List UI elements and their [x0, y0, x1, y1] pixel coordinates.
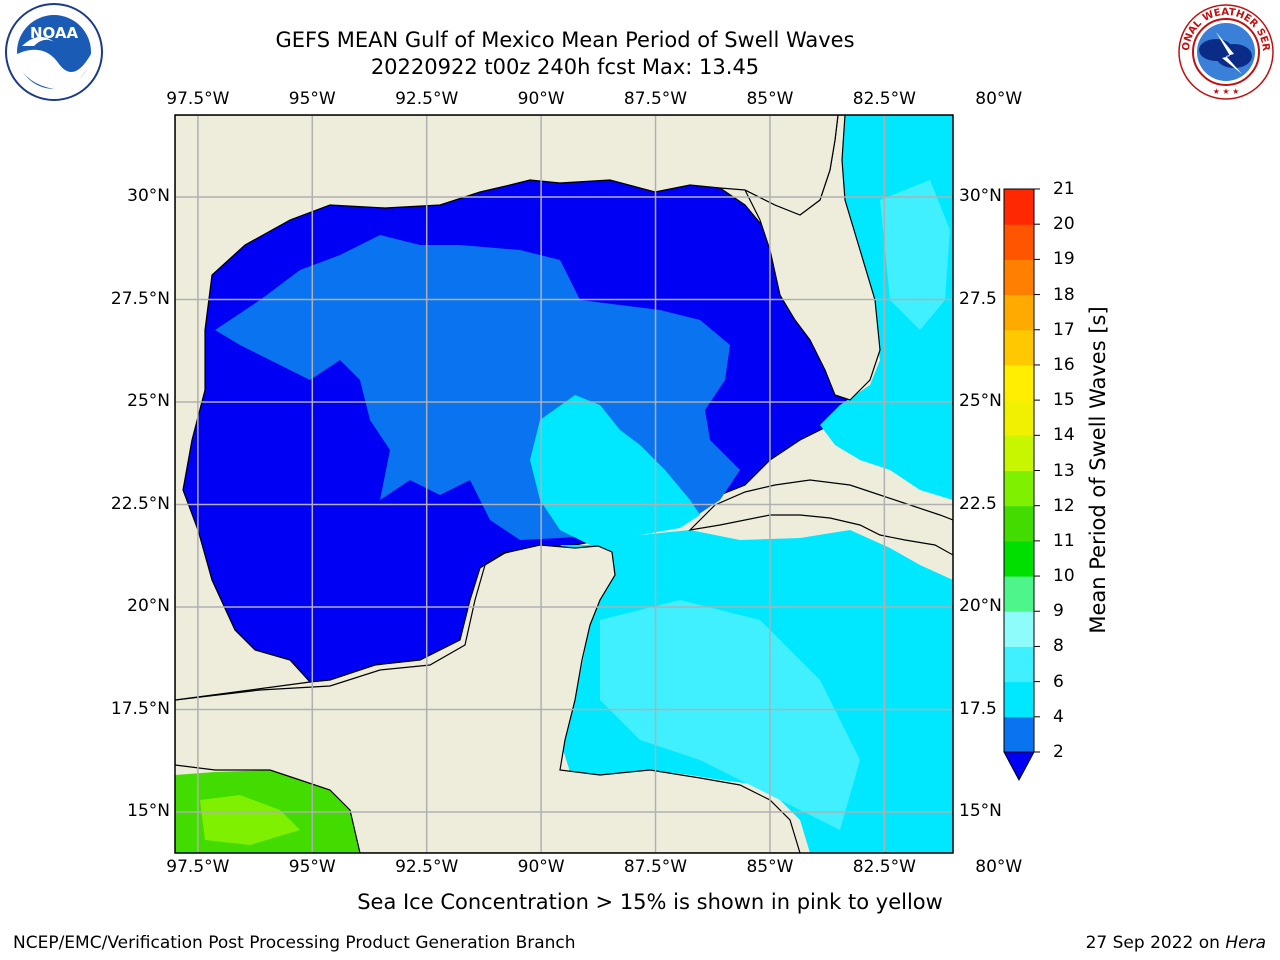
latitude-label: 17.5 [959, 698, 997, 719]
latitude-label: 20°N [959, 596, 1002, 616]
colorbar-segment [1004, 329, 1034, 366]
caribbean-light-cyan-patch [600, 600, 860, 830]
pacific-yellow-green-patch [200, 795, 300, 845]
colorbar-segment [1004, 540, 1034, 577]
latitude-label: 30°N [127, 186, 170, 206]
us-gulf-coast [175, 115, 839, 701]
colorbar-tick-label: 21 [1053, 179, 1075, 199]
footer-credit: NCEP/EMC/Verification Post Processing Pr… [13, 933, 576, 953]
colorbar-tick-label: 15 [1053, 390, 1075, 411]
latitude-label: 25°N [127, 391, 170, 411]
colorbar-tick-label: 16 [1053, 354, 1075, 375]
latitude-label: 22.5 [959, 493, 997, 514]
atlantic-light-cyan-patch [880, 180, 950, 330]
noaa-logo-text: NOAA [30, 24, 79, 42]
colorbar-tick-label: 20 [1053, 214, 1075, 235]
latitude-label: 20°N [127, 596, 170, 616]
gridlines [175, 115, 953, 853]
colorbar-tick-label: 13 [1053, 460, 1075, 481]
colorbar-segment [1004, 364, 1034, 401]
colorbar-segment [1004, 646, 1034, 683]
colorbar-segment [1004, 189, 1034, 225]
colorbar-segment [1004, 576, 1034, 612]
colorbar-tick-label: 10 [1053, 566, 1075, 587]
colorbar-extend-min [1003, 751, 1035, 782]
sea-ice-note: Sea Ice Concentration > 15% is shown in … [357, 890, 943, 914]
longitude-label: 87.5°W [623, 89, 688, 109]
colorbar-tick-label: 18 [1053, 284, 1075, 305]
footer-machine: Hera [1225, 933, 1266, 953]
latitude-label: 15°N [959, 801, 1002, 821]
latitude-label: 17.5°N [110, 698, 170, 719]
longitude-label: 80°W [975, 89, 1023, 109]
longitude-label: 80°W [975, 857, 1023, 877]
colorbar-tick-label: 11 [1053, 530, 1075, 551]
colorbar-segment [1004, 400, 1034, 436]
colorbar-tick-label: 6 [1053, 671, 1064, 692]
longitude-label: 95°W [288, 89, 336, 109]
noaa-logo-icon: NOAA [4, 2, 104, 106]
colorbar [1003, 188, 1040, 782]
longitude-label: 82.5°W [852, 89, 916, 109]
colorbar-segment [1004, 259, 1034, 296]
longitude-label: 85°W [746, 857, 794, 877]
latitude-label: 15°N [127, 801, 170, 821]
colorbar-segment [1004, 224, 1034, 260]
longitude-label: 92.5°W [395, 89, 459, 109]
longitude-label: 87.5°W [623, 857, 688, 877]
colorbar-tick-label: 12 [1053, 495, 1075, 516]
colorbar-tick-label: 2 [1053, 742, 1064, 762]
latitude-label: 30°N [959, 186, 1002, 206]
national-weather-service-logo-icon: NATIONAL WEATHER SERVICE ★ ★ ★ [1172, 0, 1276, 106]
colorbar-segment [1004, 505, 1034, 542]
longitude-label: 90°W [517, 89, 565, 109]
latitude-label: 27.5°N [110, 288, 170, 309]
colorbar-label: Mean Period of Swell Waves [s] [1086, 306, 1110, 634]
longitude-label: 97.5°W [166, 89, 230, 109]
colorbar-tick-label: 4 [1053, 706, 1064, 727]
longitude-label: 97.5°W [166, 857, 230, 877]
chart-title: GEFS MEAN Gulf of Mexico Mean Period of … [275, 28, 855, 52]
longitude-label: 82.5°W [852, 857, 916, 877]
latitude-label: 25°N [959, 391, 1002, 411]
longitude-label: 92.5°W [395, 857, 459, 877]
colorbar-tick-label: 14 [1053, 425, 1075, 446]
colorbar-segment [1004, 681, 1034, 718]
yucatan-peninsula [175, 544, 801, 853]
latitude-label: 22.5°N [110, 493, 170, 514]
colorbar-segment [1004, 470, 1034, 507]
longitude-label: 95°W [288, 857, 336, 877]
colorbar-tick-label: 17 [1053, 319, 1075, 340]
colorbar-tick-label: 19 [1053, 249, 1075, 270]
colorbar-segment [1004, 716, 1034, 753]
colorbar-tick-label: 8 [1053, 636, 1064, 657]
cuba-island [688, 479, 953, 556]
footer-date-text: 27 Sep 2022 on [1085, 933, 1226, 953]
colorbar-segment [1004, 294, 1034, 331]
colorbar-tick-label: 9 [1053, 601, 1064, 622]
colorbar-segment [1004, 611, 1034, 647]
map-frame [174, 114, 954, 854]
chart-subtitle: 20220922 t00z 240h fcst Max: 13.45 [370, 55, 760, 79]
longitude-label: 90°W [517, 857, 565, 877]
svg-text:★ ★ ★: ★ ★ ★ [1213, 87, 1240, 96]
latitude-label: 27.5 [959, 288, 997, 309]
colorbar-segment [1004, 435, 1034, 471]
footer-date: 27 Sep 2022 on Hera [1086, 933, 1266, 953]
gulf-cyan-field [530, 395, 700, 545]
longitude-label: 85°W [746, 89, 794, 109]
